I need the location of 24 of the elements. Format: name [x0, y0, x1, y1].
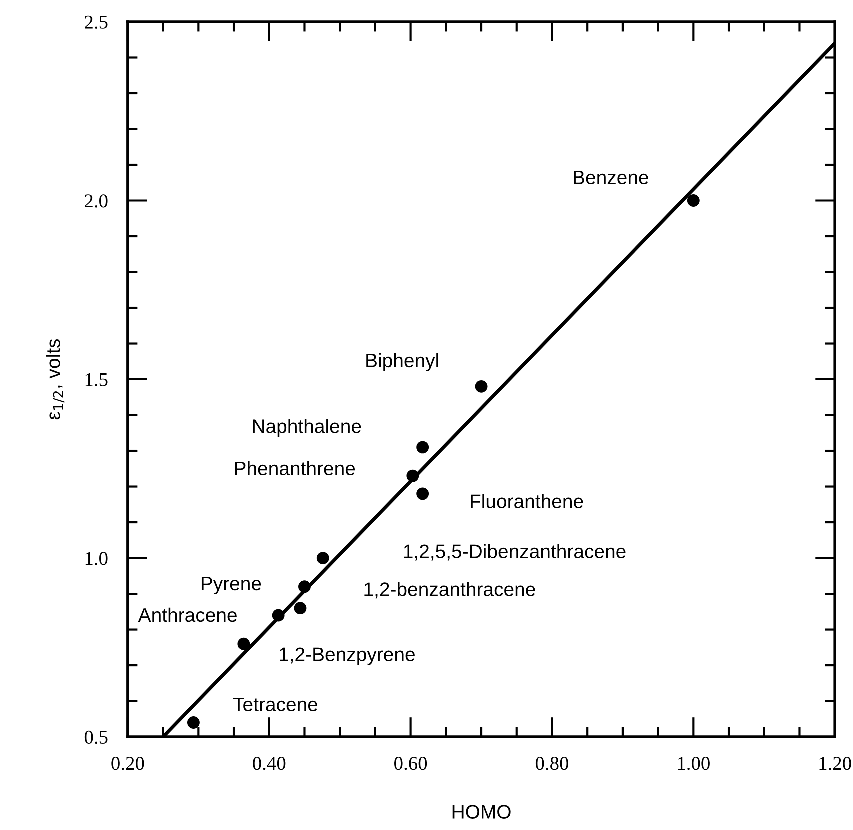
annotation: 1,2,5,5-Dibenzanthracene	[404, 544, 626, 561]
annotation: 1,2-Benzpyrene	[280, 648, 415, 666]
annotation: Biphenyl	[366, 353, 438, 372]
x-tick-label: 1.20	[820, 757, 852, 770]
x-tick-label: 0.80	[536, 757, 569, 770]
y-axis-title: ε$_{1/2}$, volts	[46, 339, 65, 420]
x-axis-title: HOMO	[452, 805, 511, 819]
annotation: Pyrene	[202, 577, 262, 595]
annotation: Benzene	[574, 170, 648, 185]
x-tick-label: 0.60	[394, 757, 428, 770]
annotation: Fluoranthene	[471, 494, 584, 508]
annotation: Tetracene	[233, 698, 318, 712]
annotation: Naphthalene	[253, 419, 362, 438]
x-tick-label: 0.40	[253, 757, 286, 770]
y-tick-label: 0.5	[84, 730, 108, 744]
y-tick-label: 1.0	[86, 552, 108, 566]
y-tick-label: 1.5	[86, 373, 108, 387]
y-tick-label: 2.5	[85, 16, 108, 30]
y-tick-label: 2.0	[85, 194, 108, 208]
annotation: Phenanthrene	[235, 461, 356, 476]
x-tick-label: 1.00	[678, 757, 710, 770]
annotation: Anthracene	[138, 608, 237, 622]
annotation: 1,2-benzanthracene	[364, 582, 536, 599]
x-tick-label: 0.20	[112, 757, 144, 770]
